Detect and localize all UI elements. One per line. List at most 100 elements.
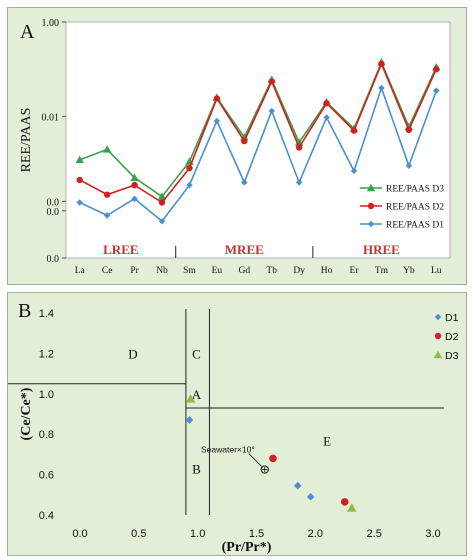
data-point xyxy=(213,117,221,125)
data-point xyxy=(76,199,83,206)
legend-marker xyxy=(434,313,442,321)
seawater-marker xyxy=(260,465,269,474)
panel-label: A xyxy=(20,21,35,43)
y-tick-label: 0.8 xyxy=(39,429,54,441)
data-point xyxy=(185,416,194,424)
y-tick-label: 0.0 xyxy=(47,254,60,265)
group-label: HREE xyxy=(363,242,400,257)
x-tick-label: 1.5 xyxy=(249,528,264,540)
x-tick-label: Er xyxy=(350,266,360,276)
x-tick-label: Eu xyxy=(212,266,223,276)
data-point xyxy=(186,181,193,189)
x-tick-label: Ce xyxy=(102,266,113,276)
data-point xyxy=(157,192,167,200)
legend-entry: REE/PAAS D2 xyxy=(386,203,444,213)
x-tick-label: Lu xyxy=(431,266,442,276)
data-point xyxy=(378,60,385,68)
legend-marker xyxy=(367,202,375,210)
data-point xyxy=(323,114,330,121)
y-tick-label: 1.4 xyxy=(39,308,54,320)
x-tick-label: 0.0 xyxy=(72,528,87,540)
data-point xyxy=(405,126,413,134)
legend-entry: D3 xyxy=(445,350,459,362)
data-point xyxy=(103,191,111,198)
data-point xyxy=(131,181,138,189)
x-tick-label: 1.0 xyxy=(190,528,205,540)
annotation-text: Seawater×10° xyxy=(201,445,255,455)
y-tick-label: 1.2 xyxy=(39,348,54,360)
data-point xyxy=(295,144,303,151)
data-point xyxy=(76,176,83,184)
data-point xyxy=(350,167,358,175)
data-point xyxy=(186,164,193,172)
legend-marker xyxy=(367,220,375,228)
data-point xyxy=(378,84,385,92)
data-point xyxy=(102,145,112,153)
x-tick-label: 2.5 xyxy=(367,528,382,540)
data-point xyxy=(268,107,275,115)
x-tick-label: Pr xyxy=(130,266,139,276)
panel-label: B xyxy=(18,300,31,322)
data-point xyxy=(268,78,275,85)
series-line xyxy=(79,85,438,223)
x-tick-label: Gd xyxy=(238,266,250,276)
x-tick-label: Tb xyxy=(266,266,277,276)
data-point xyxy=(295,179,303,186)
y-axis-label: REE/PAAS xyxy=(19,108,34,173)
data-point xyxy=(350,127,358,134)
panel-b-anomaly-scatter: B (Ce/Ce*) (Pr/Pr*) 0.4 0.6 0.8 1.0 1.2 1.4 0.0 0.… xyxy=(7,292,467,556)
panel-a-ree-pattern: A REE/PAAS 1.00 0.01 0.0 0.0 0.0 La Ce Pr Nb Sm Eu Gd… xyxy=(7,7,467,285)
x-tick-label: 2.0 xyxy=(308,528,323,540)
region-label: D xyxy=(128,346,137,361)
data-point xyxy=(75,155,84,164)
legend-entry: REE/PAAS D3 xyxy=(386,185,444,195)
data-point xyxy=(130,173,139,182)
legend-entry: D2 xyxy=(445,331,459,343)
series-line xyxy=(79,61,438,204)
data-point xyxy=(323,100,330,107)
y-tick-label: 1.0 xyxy=(39,389,54,401)
region-label: E xyxy=(323,433,331,448)
y-tick-label: 0.6 xyxy=(39,470,54,482)
x-tick-label: Sm xyxy=(183,266,196,276)
data-point xyxy=(131,195,138,202)
region-label: B xyxy=(192,462,201,477)
data-point xyxy=(433,87,440,94)
data-point xyxy=(213,95,221,102)
x-tick-label: Yb xyxy=(403,266,415,276)
legend-marker xyxy=(433,350,443,359)
data-point xyxy=(241,137,248,145)
x-tick-label: Ho xyxy=(321,266,333,276)
data-point xyxy=(306,493,315,501)
data-point xyxy=(347,503,357,512)
x-tick-label: Nb xyxy=(156,266,168,276)
y-tick-label: 1.00 xyxy=(42,18,60,29)
data-point xyxy=(405,162,413,169)
legend-entry: D1 xyxy=(445,312,459,324)
data-point xyxy=(293,481,302,490)
ce-pr-scatter-chart: B (Ce/Ce*) (Pr/Pr*) 0.4 0.6 0.8 1.0 1.2 1.4 0.0 0.… xyxy=(8,300,459,555)
x-tick-label: Dy xyxy=(293,266,305,276)
region-label: C xyxy=(192,346,201,361)
plot-area xyxy=(65,21,451,259)
group-label: MREE xyxy=(225,242,264,257)
data-point xyxy=(241,179,248,186)
x-tick-label: Tm xyxy=(375,266,389,276)
y-axis-label: (Ce/Ce*) xyxy=(19,387,34,440)
region-label: A xyxy=(192,387,202,402)
y-tick-label: 0.0 xyxy=(47,197,60,208)
data-point xyxy=(103,212,111,219)
group-label: LREE xyxy=(103,242,138,257)
legend-marker xyxy=(434,332,442,340)
x-axis-label: (Pr/Pr*) xyxy=(222,540,272,555)
x-tick-label: 3.0 xyxy=(425,528,440,540)
data-point xyxy=(433,66,440,73)
legend-marker xyxy=(366,183,376,192)
data-point xyxy=(269,454,277,463)
legend-entry: REE/PAAS D1 xyxy=(386,221,444,231)
y-tick-label: 0.01 xyxy=(42,112,60,123)
y-tick-label: 0.4 xyxy=(39,510,54,522)
annotation-arrow xyxy=(248,453,263,467)
data-point xyxy=(185,394,196,403)
